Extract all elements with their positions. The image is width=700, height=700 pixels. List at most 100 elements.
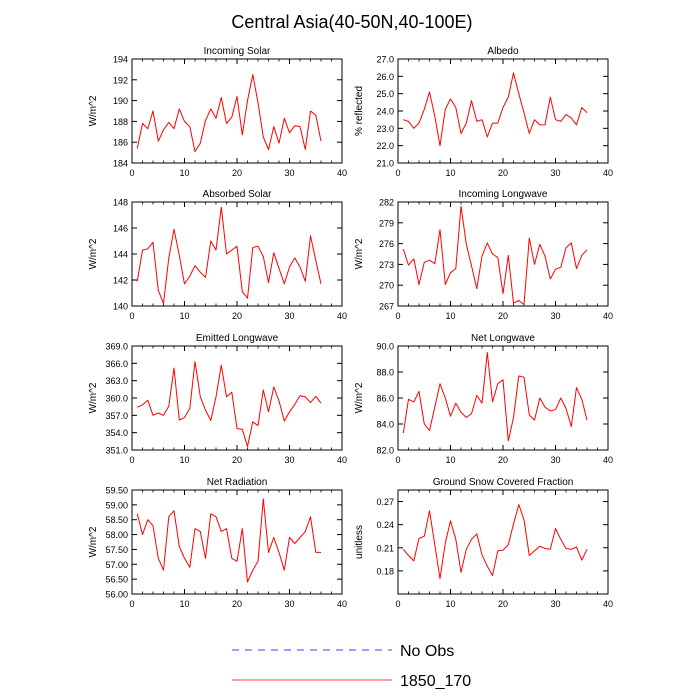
series-line: [137, 361, 322, 447]
x-tick-label: 30: [550, 599, 560, 609]
y-tick-label: 82.0: [376, 446, 394, 456]
x-tick-label: 40: [603, 455, 613, 465]
plot-frame: [397, 345, 609, 451]
x-tick-label: 20: [232, 455, 242, 465]
y-tick-label: 142: [113, 276, 128, 286]
y-tick-label: 86.0: [376, 394, 394, 404]
plot-frame: [131, 489, 343, 595]
y-tick-label: 0.24: [376, 520, 394, 530]
panel-title: Net Longwave: [471, 333, 535, 344]
y-axis-label: W/m^2: [88, 238, 99, 269]
y-tick-label: 354.0: [105, 428, 128, 438]
y-tick-label: 84.0: [376, 420, 394, 430]
y-tick-label: 146: [113, 224, 128, 234]
x-tick-label: 0: [395, 168, 400, 178]
chart-panel-1: Incoming Solar W/m^2 0 10 20 30 40 184 186 188 190…: [88, 46, 347, 178]
y-tick-label: 59.00: [105, 500, 128, 510]
x-tick-label: 30: [550, 455, 560, 465]
y-tick-label: 21.0: [376, 159, 394, 169]
x-tick-label: 40: [337, 311, 347, 321]
x-tick-label: 10: [445, 599, 455, 609]
y-tick-label: 351.0: [105, 446, 128, 456]
x-tick-label: 10: [179, 599, 189, 609]
chart-panel-7: Net Radiation W/m^2 0 10 20 30 40 56.00 56.50 57.…: [88, 477, 347, 609]
x-tick-label: 20: [232, 168, 242, 178]
y-tick-label: 24.0: [376, 107, 394, 117]
y-tick-label: 279: [379, 218, 394, 228]
y-tick-label: 59.50: [105, 486, 128, 496]
y-tick-label: 56.50: [105, 575, 128, 585]
x-tick-label: 0: [129, 599, 134, 609]
panel-title: Absorbed Solar: [203, 189, 273, 200]
chart-panel-2: Albedo % reflected 0 10 20 30 40 21.0 22.0 23.0 24…: [354, 46, 613, 178]
x-tick-label: 40: [337, 599, 347, 609]
y-axis-label: W/m^2: [88, 526, 99, 557]
plot-frame: [131, 345, 343, 451]
y-axis-label: W/m^2: [88, 382, 99, 413]
chart-panel-8: Ground Snow Covered Fraction unitless 0 10 2…: [354, 477, 613, 609]
y-tick-label: 188: [113, 117, 128, 127]
panels: Incoming Solar W/m^2 0 10 20 30 40 184 186 188 190…: [88, 46, 613, 609]
y-tick-label: 190: [113, 96, 128, 106]
panel-title: Ground Snow Covered Fraction: [433, 477, 574, 488]
y-axis-label: W/m^2: [354, 238, 365, 269]
y-tick-label: 90.0: [376, 342, 394, 352]
y-tick-label: 25.0: [376, 89, 394, 99]
y-tick-label: 26.0: [376, 72, 394, 82]
panel-title: Albedo: [487, 46, 519, 57]
y-tick-label: 23.0: [376, 124, 394, 134]
y-tick-label: 27.0: [376, 55, 394, 65]
chart-panel-4: Incoming Longwave W/m^2 0 10 20 30 40 267 270 273…: [354, 189, 613, 321]
panel-title: Emitted Longwave: [196, 333, 279, 344]
x-tick-label: 20: [498, 455, 508, 465]
x-tick-label: 30: [284, 168, 294, 178]
y-tick-label: 194: [113, 55, 128, 65]
x-tick-label: 40: [603, 311, 613, 321]
y-tick-label: 363.0: [105, 376, 128, 386]
y-tick-label: 186: [113, 138, 128, 148]
y-tick-label: 148: [113, 198, 128, 208]
x-tick-label: 40: [603, 168, 613, 178]
x-tick-label: 20: [232, 599, 242, 609]
x-tick-label: 40: [337, 455, 347, 465]
series-line: [402, 352, 588, 442]
x-tick-label: 0: [395, 455, 400, 465]
x-tick-label: 0: [395, 311, 400, 321]
x-tick-label: 40: [337, 168, 347, 178]
series-line: [403, 72, 588, 147]
x-tick-label: 30: [284, 455, 294, 465]
chart-panel-5: Emitted Longwave W/m^2 0 10 20 30 40 351.0 354.0…: [88, 333, 347, 465]
x-tick-label: 20: [498, 599, 508, 609]
x-tick-label: 10: [445, 311, 455, 321]
series-line: [136, 498, 321, 583]
x-tick-label: 40: [603, 599, 613, 609]
y-tick-label: 22.0: [376, 141, 394, 151]
y-tick-label: 58.50: [105, 515, 128, 525]
y-tick-label: 140: [113, 302, 128, 312]
legend-no-obs-label: No Obs: [400, 643, 454, 660]
plot-frame: [131, 201, 343, 307]
y-tick-label: 267: [379, 302, 394, 312]
y-tick-label: 366.0: [105, 359, 128, 369]
x-tick-label: 10: [179, 168, 189, 178]
y-tick-label: 57.50: [105, 545, 128, 555]
y-tick-label: 273: [379, 260, 394, 270]
x-tick-label: 20: [498, 168, 508, 178]
series-line: [136, 206, 322, 304]
x-tick-label: 10: [179, 455, 189, 465]
x-tick-label: 0: [129, 311, 134, 321]
y-tick-label: 58.00: [105, 530, 128, 540]
x-tick-label: 30: [550, 311, 560, 321]
chart-panel-3: Absorbed Solar W/m^2 0 10 20 30 40 140 142 144 146…: [88, 189, 347, 321]
y-tick-label: 369.0: [105, 342, 128, 352]
legend: No Obs 1850_170: [232, 643, 471, 690]
series-line: [136, 74, 322, 153]
y-tick-label: 0.27: [376, 497, 394, 507]
y-tick-label: 270: [379, 281, 394, 291]
legend-series-label: 1850_170: [400, 673, 471, 690]
y-tick-label: 282: [379, 198, 394, 208]
y-axis-label: unitless: [354, 525, 365, 559]
series-line: [402, 504, 588, 580]
y-tick-label: 144: [113, 250, 128, 260]
